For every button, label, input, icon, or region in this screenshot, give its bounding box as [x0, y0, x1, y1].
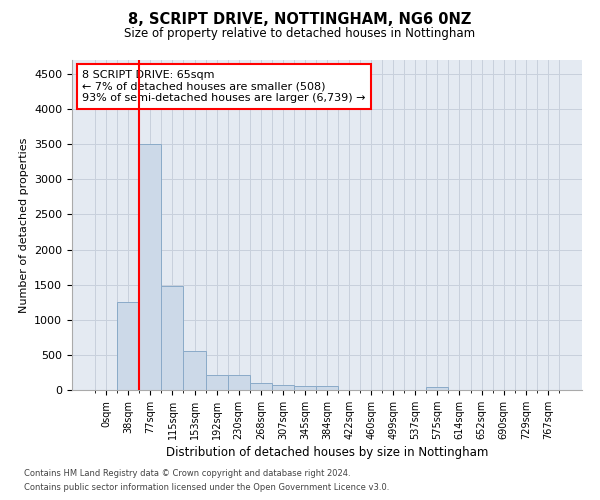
Text: Contains HM Land Registry data © Crown copyright and database right 2024.: Contains HM Land Registry data © Crown c…: [24, 468, 350, 477]
Bar: [227, 376, 250, 390]
Text: 8, SCRIPT DRIVE, NOTTINGHAM, NG6 0NZ: 8, SCRIPT DRIVE, NOTTINGHAM, NG6 0NZ: [128, 12, 472, 28]
Bar: [272, 384, 294, 390]
Y-axis label: Number of detached properties: Number of detached properties: [19, 138, 29, 312]
Bar: [139, 144, 161, 390]
Bar: [206, 374, 227, 390]
Bar: [427, 387, 448, 390]
Bar: [184, 350, 206, 390]
Text: Contains public sector information licensed under the Open Government Licence v3: Contains public sector information licen…: [24, 484, 389, 492]
Bar: [316, 386, 338, 390]
Text: 8 SCRIPT DRIVE: 65sqm
← 7% of detached houses are smaller (508)
93% of semi-deta: 8 SCRIPT DRIVE: 65sqm ← 7% of detached h…: [82, 70, 366, 103]
Text: Size of property relative to detached houses in Nottingham: Size of property relative to detached ho…: [124, 28, 476, 40]
Bar: [161, 286, 184, 390]
Bar: [117, 302, 139, 390]
Bar: [250, 382, 272, 390]
Bar: [294, 386, 316, 390]
X-axis label: Distribution of detached houses by size in Nottingham: Distribution of detached houses by size …: [166, 446, 488, 459]
